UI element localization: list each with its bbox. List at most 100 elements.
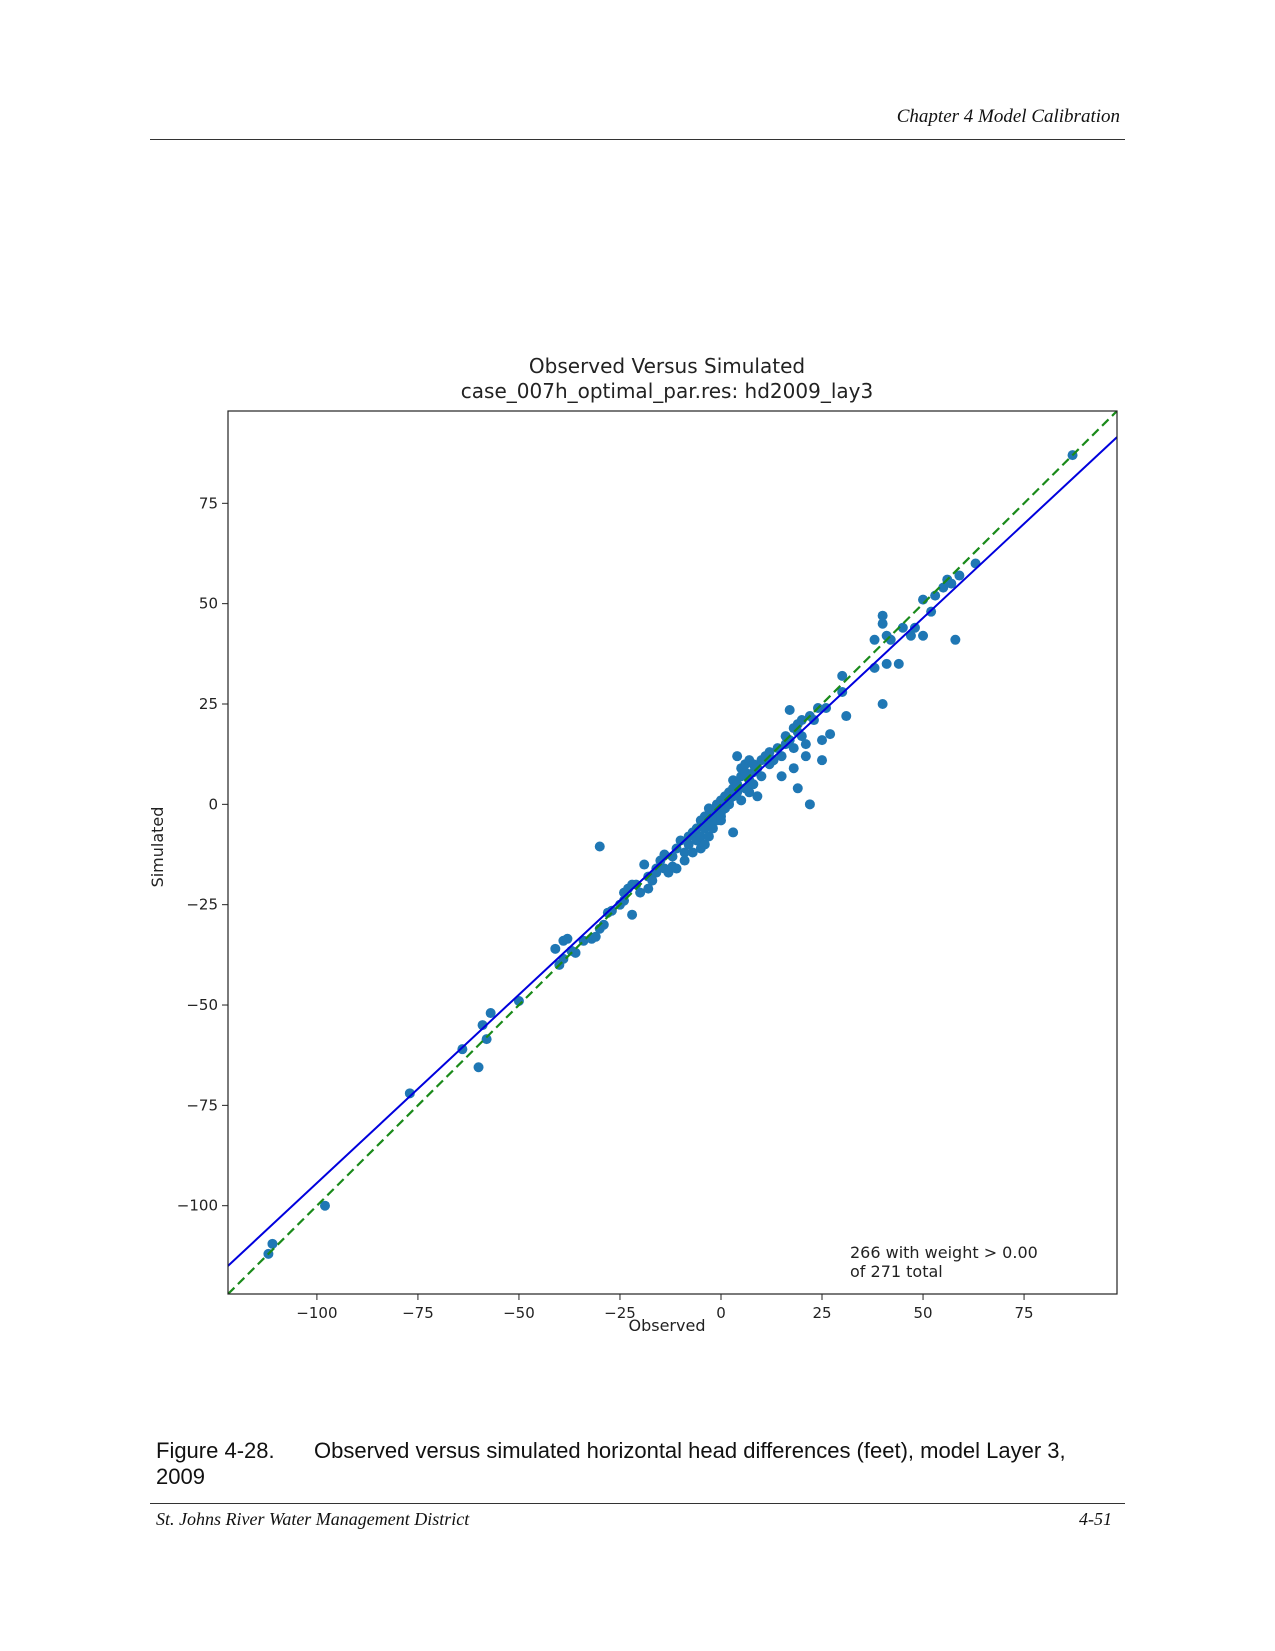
chart-title: Observed Versus Simulated [529, 354, 805, 378]
data-point [800, 751, 811, 762]
data-point [817, 735, 828, 746]
data-point [930, 590, 941, 601]
y-axis-label: Simulated [148, 807, 167, 888]
data-point [627, 909, 638, 920]
data-point [792, 783, 803, 794]
data-point [893, 658, 904, 669]
data-point [267, 1238, 278, 1249]
data-point [950, 634, 961, 645]
x-axis-label: Observed [629, 1316, 706, 1335]
data-point [679, 855, 690, 866]
x-tick-label: 50 [913, 1304, 932, 1322]
data-point [841, 711, 852, 722]
data-point [562, 933, 573, 944]
data-point [756, 771, 767, 782]
data-point [946, 578, 957, 589]
data-point [481, 1034, 492, 1045]
data-point [764, 747, 775, 758]
data-point [800, 739, 811, 750]
y-tick-label: −25 [186, 896, 218, 914]
y-tick-label: 0 [208, 795, 218, 813]
y-tick-label: 50 [199, 595, 218, 613]
data-point [683, 839, 694, 850]
data-point [954, 570, 965, 581]
data-point [715, 811, 726, 822]
data-point [877, 698, 888, 709]
x-tick-label: 75 [1015, 1304, 1034, 1322]
data-point [606, 905, 617, 916]
data-point [784, 705, 795, 716]
data-point [732, 751, 743, 762]
footer-organization: St. Johns River Water Management Distric… [156, 1509, 470, 1529]
chart-subtitle: case_007h_optimal_par.res: hd2009_lay3 [461, 379, 873, 403]
data-point [740, 767, 751, 778]
data-point [877, 610, 888, 621]
data-point [736, 795, 747, 806]
x-tick-label: −50 [503, 1304, 535, 1322]
regression-line [228, 436, 1117, 1267]
data-point [707, 823, 718, 834]
x-tick-label: −25 [604, 1304, 636, 1322]
data-point [404, 1088, 415, 1099]
data-point [639, 859, 650, 870]
scatter-chart: Observed Versus Simulated case_007h_opti… [148, 354, 1118, 1335]
y-tick-label: −100 [177, 1197, 218, 1215]
header-rule [150, 139, 1125, 140]
figure-number: Figure 4-28. [156, 1438, 275, 1463]
data-point [881, 658, 892, 669]
data-point [635, 887, 646, 898]
data-point [788, 763, 799, 774]
x-tick-label: 0 [716, 1304, 726, 1322]
data-point [550, 943, 561, 954]
data-point [825, 729, 836, 740]
data-point [817, 755, 828, 766]
data-point [768, 755, 779, 766]
data-point [776, 771, 787, 782]
data-point [744, 787, 755, 798]
data-point [699, 839, 710, 850]
data-point [804, 799, 815, 810]
data-point [319, 1200, 330, 1211]
data-point [752, 791, 763, 802]
weight-annotation: of 271 total [850, 1262, 943, 1281]
data-point [457, 1044, 468, 1055]
data-point [703, 831, 714, 842]
x-tick-label: −75 [402, 1304, 434, 1322]
data-point [679, 847, 690, 858]
weight-annotation: 266 with weight > 0.00 [850, 1243, 1038, 1262]
data-point [643, 883, 654, 894]
figure-caption-text: Observed versus simulated horizontal hea… [156, 1438, 1066, 1489]
data-point [647, 875, 658, 886]
data-point [869, 634, 880, 645]
data-point [918, 630, 929, 641]
y-tick-label: −50 [186, 996, 218, 1014]
y-tick-label: 25 [199, 695, 218, 713]
data-point [796, 715, 807, 726]
data-point [748, 779, 759, 790]
plot-frame [227, 410, 1118, 1295]
data-point [695, 831, 706, 842]
figure-caption: Figure 4-28. Observed versus simulated ho… [156, 1438, 1116, 1490]
data-point [485, 1008, 496, 1019]
data-point [570, 947, 581, 958]
data-point [776, 751, 787, 762]
data-point [473, 1062, 484, 1073]
data-point [837, 670, 848, 681]
data-point [788, 743, 799, 754]
data-point [877, 618, 888, 629]
data-point [594, 841, 605, 852]
y-tick-label: −75 [186, 1096, 218, 1114]
data-point [897, 622, 908, 633]
data-point [590, 931, 601, 942]
data-point [728, 827, 739, 838]
chapter-header: Chapter 4 Model Calibration [896, 106, 1120, 127]
data-point [687, 847, 698, 858]
one-to-one-line [228, 411, 1117, 1294]
data-point [909, 622, 920, 633]
x-tick-label: 25 [812, 1304, 831, 1322]
data-point [938, 582, 949, 593]
footer-rule [150, 1503, 1125, 1504]
x-tick-label: −100 [296, 1304, 337, 1322]
data-point [671, 863, 682, 874]
